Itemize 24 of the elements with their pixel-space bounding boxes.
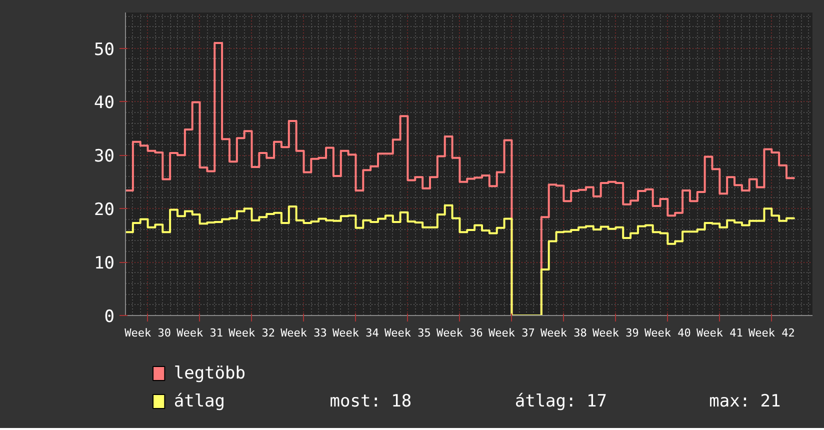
- legend-label: átlag: [174, 392, 226, 412]
- x-tick-label: Week 36: [436, 326, 483, 340]
- x-tick-label: Week 41: [696, 326, 743, 340]
- x-tick-label: Week 40: [644, 326, 691, 340]
- x-tick-label: Week 37: [488, 326, 535, 340]
- legend-label: legtöbb: [174, 364, 246, 384]
- y-tick-label: 20: [94, 200, 115, 220]
- x-tick-label: Week 34: [332, 326, 380, 340]
- x-tick-label: Week 33: [280, 326, 327, 340]
- x-tick-label: Week 42: [748, 326, 795, 340]
- x-tick-label: Week 38: [540, 326, 587, 340]
- text: most: 18: [330, 392, 412, 412]
- x-tick-label: Week 31: [176, 326, 223, 340]
- x-tick-label: Week 30: [124, 326, 171, 340]
- y-tick-label: 50: [94, 40, 115, 60]
- x-tick-label: Week 32: [228, 326, 275, 340]
- text: átlag: 17: [514, 392, 607, 412]
- y-tick-label: 40: [94, 93, 115, 114]
- text: max: 21: [709, 392, 781, 412]
- x-tick-label: Week 39: [592, 326, 639, 340]
- y-tick-label: 10: [94, 254, 115, 274]
- x-tick-label: Week 35: [384, 326, 431, 340]
- y-tick-label: 0: [104, 307, 115, 327]
- y-tick-label: 30: [94, 146, 115, 167]
